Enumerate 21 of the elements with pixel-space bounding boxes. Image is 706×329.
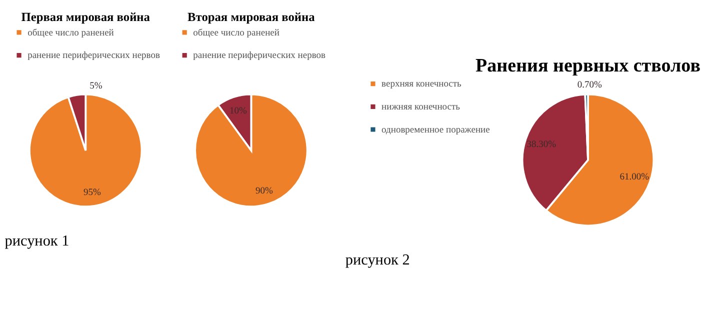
legend-label: верхняя конечность	[382, 80, 462, 90]
pie-slice	[194, 93, 308, 208]
legend-label: общее число раненей	[193, 28, 280, 38]
legend-label: ранение периферических нервов	[193, 51, 326, 62]
data-label: 38.30%	[526, 140, 556, 150]
text: рисунок 2	[345, 252, 410, 269]
chart-title: Первая мировая война	[21, 10, 150, 24]
data-label: 90%	[255, 186, 273, 196]
chart-title: Вторая мировая война	[188, 10, 315, 24]
data-label: 61.00%	[620, 172, 650, 182]
legend-label: нижняя конечность	[382, 102, 461, 113]
text: рисунок 1	[4, 232, 70, 250]
data-label: 5%	[90, 81, 102, 92]
data-label: 0.70%	[577, 80, 602, 91]
data-label: 95%	[84, 188, 102, 198]
legend-label: одновременное поражение	[382, 125, 490, 136]
legend-label: общее число раненей	[28, 28, 114, 38]
pie-slice	[28, 93, 143, 208]
legend-label: ранение периферических нервов	[28, 51, 160, 62]
chart-title: Ранения нервных стволов	[476, 55, 700, 76]
data-label: 10%	[229, 106, 247, 116]
